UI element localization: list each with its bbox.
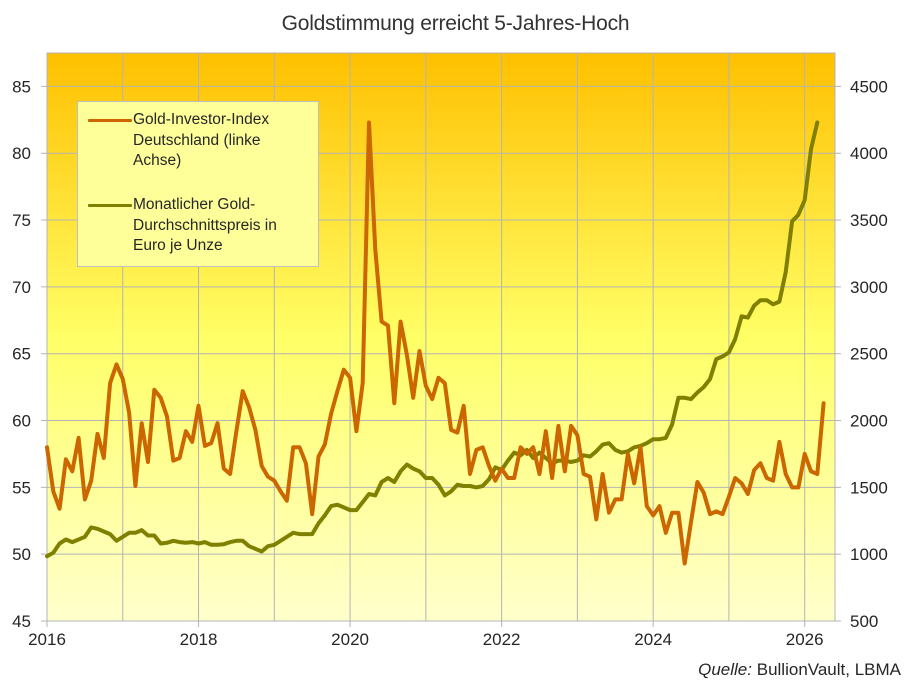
y-right-tick-label: 500 bbox=[850, 612, 878, 631]
source-label: Quelle: bbox=[698, 660, 752, 679]
legend-label: Monatlicher Gold- Durchschnittspreis in … bbox=[133, 196, 277, 254]
y-right-tick-label: 2000 bbox=[850, 412, 888, 431]
chart-legend: Gold-Investor-Index Deutschland (linke A… bbox=[77, 101, 319, 267]
y-left-tick-label: 85 bbox=[12, 77, 31, 96]
y-right-tick-label: 2500 bbox=[850, 345, 888, 364]
y-left-tick-label: 75 bbox=[12, 211, 31, 230]
y-left-tick-label: 70 bbox=[12, 278, 31, 297]
y-right-tick-label: 3500 bbox=[850, 211, 888, 230]
y-right-tick-label: 4000 bbox=[850, 144, 888, 163]
legend-item-gold-price: Monatlicher Gold- Durchschnittspreis in … bbox=[88, 195, 318, 257]
series-line-gold-investor-index bbox=[45, 120, 826, 566]
y-left-tick-label: 80 bbox=[12, 144, 31, 163]
y-left-tick-label: 55 bbox=[12, 478, 31, 497]
y-right-tick-label: 4500 bbox=[850, 77, 888, 96]
x-tick-label: 2016 bbox=[28, 630, 66, 649]
y-left-tick-label: 65 bbox=[12, 345, 31, 364]
legend-swatch-olive bbox=[88, 204, 132, 207]
x-tick-label: 2024 bbox=[634, 630, 672, 649]
legend-item-gold-investor-index: Gold-Investor-Index Deutschland (linke A… bbox=[88, 110, 318, 172]
y-left-tick-label: 45 bbox=[12, 612, 31, 631]
x-tick-label: 2022 bbox=[483, 630, 521, 649]
legend-label: Gold-Investor-Index Deutschland (linke A… bbox=[133, 111, 270, 169]
y-right-tick-label: 1000 bbox=[850, 545, 888, 564]
y-right-tick-label: 1500 bbox=[850, 478, 888, 497]
y-right-tick-label: 3000 bbox=[850, 278, 888, 297]
legend-swatch-orange bbox=[88, 119, 132, 122]
chart-title: Goldstimmung erreicht 5-Jahres-Hoch bbox=[281, 12, 630, 35]
source-text: BullionVault, LBMA bbox=[756, 660, 901, 679]
y-left-tick-label: 60 bbox=[12, 412, 31, 431]
series-line-gold-price-eur bbox=[45, 120, 820, 559]
x-tick-label: 2018 bbox=[180, 630, 218, 649]
source-note: Quelle: BullionVault, LBMA bbox=[698, 660, 901, 680]
x-tick-label: 2020 bbox=[331, 630, 369, 649]
x-tick-label: 2026 bbox=[786, 630, 824, 649]
y-left-tick-label: 50 bbox=[12, 545, 31, 564]
